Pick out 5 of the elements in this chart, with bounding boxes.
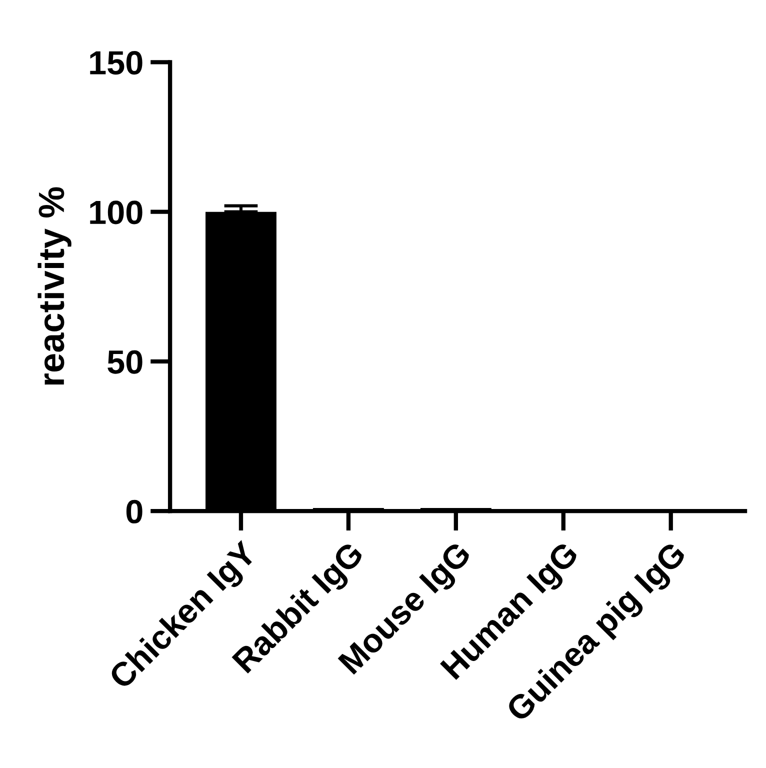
y-tick-label: 50	[108, 350, 142, 374]
y-tick-label: 150	[90, 51, 142, 75]
y-tick-label: 100	[90, 200, 142, 224]
y-tick-label: 0	[126, 500, 142, 524]
y-axis-title: reactivity %	[38, 187, 72, 385]
